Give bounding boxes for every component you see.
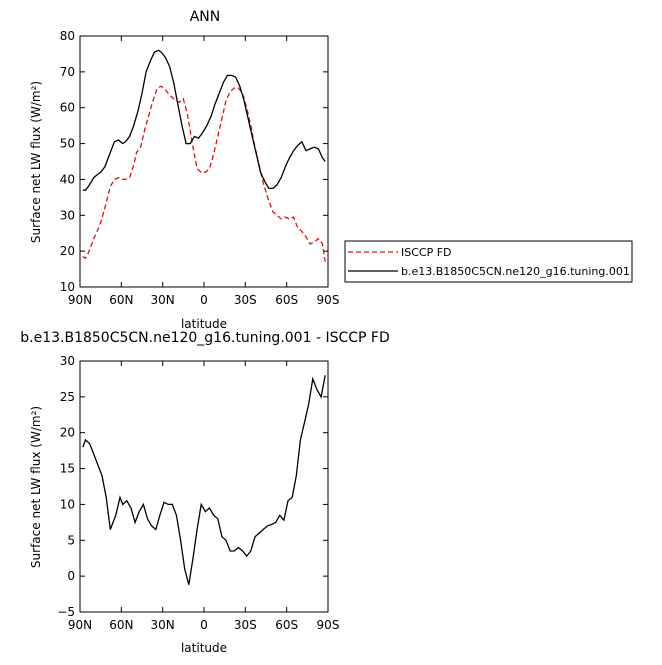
y-tick-label: 50 [60, 137, 75, 151]
series-line-difference [82, 375, 326, 585]
bottom-x-axis-label: latitude [181, 641, 227, 655]
top-y-ticks: 10 20 30 40 50 60 70 80 [60, 29, 328, 294]
x-tick-label: 30N [151, 293, 175, 307]
bottom-plot-frame [79, 360, 329, 613]
y-tick-label: 20 [60, 426, 75, 440]
y-tick-label: −5 [57, 605, 75, 619]
bottom-y-axis-label: Surface net LW flux (W/m²) [29, 406, 43, 568]
y-tick-label: 40 [60, 172, 75, 186]
y-tick-label: 5 [67, 533, 75, 547]
x-tick-label: 30S [234, 618, 257, 632]
y-tick-label: 0 [67, 569, 75, 583]
top-chart: ANN 10 20 30 40 50 60 70 80 90N 60N 30N 0 30S 60S 90S… [29, 9, 633, 331]
series-line-model [82, 49, 326, 191]
x-tick-label: 0 [200, 293, 208, 307]
legend-box [344, 240, 633, 283]
x-tick-label: 60N [109, 618, 133, 632]
x-tick-label: 90S [317, 293, 340, 307]
y-tick-label: 15 [60, 462, 75, 476]
y-tick-label: 20 [60, 244, 75, 258]
top-x-axis-label: latitude [181, 317, 227, 331]
x-tick-label: 90S [317, 618, 340, 632]
x-tick-label: 60N [109, 293, 133, 307]
top-chart-title: ANN [190, 9, 221, 25]
x-tick-label: 90N [68, 293, 92, 307]
y-tick-label: 25 [60, 390, 75, 404]
bottom-y-ticks: −5 0 5 10 15 20 25 30 [57, 354, 328, 619]
series-line-isccp-fd [82, 85, 326, 262]
bottom-chart-title: b.e13.B1850C5CN.ne120_g16.tuning.001 - I… [20, 330, 390, 346]
top-x-ticks: 90N 60N 30N 0 30S 60S 90S [68, 36, 340, 307]
y-tick-label: 10 [60, 497, 75, 511]
x-tick-label: 30N [151, 618, 175, 632]
bottom-chart: b.e13.B1850C5CN.ne120_g16.tuning.001 - I… [20, 330, 390, 655]
x-tick-label: 0 [200, 618, 208, 632]
x-tick-label: 30S [234, 293, 257, 307]
bottom-series-lines [82, 375, 326, 585]
top-plot-frame [79, 35, 329, 288]
top-series-lines [82, 49, 326, 262]
y-tick-label: 60 [60, 101, 75, 115]
y-tick-label: 30 [60, 354, 75, 368]
y-tick-label: 10 [60, 280, 75, 294]
y-tick-label: 30 [60, 208, 75, 222]
x-tick-label: 60S [275, 618, 298, 632]
y-tick-label: 80 [60, 29, 75, 43]
top-y-axis-label: Surface net LW flux (W/m²) [29, 81, 43, 243]
x-tick-label: 60S [275, 293, 298, 307]
bottom-x-ticks: 90N 60N 30N 0 30S 60S 90S [68, 361, 340, 632]
legend: ISCCP FD b.e13.B1850C5CN.ne120_g16.tunin… [344, 240, 633, 283]
y-tick-label: 70 [60, 65, 75, 79]
x-tick-label: 90N [68, 618, 92, 632]
legend-label-model: b.e13.B1850C5CN.ne120_g16.tuning.001 [401, 265, 630, 278]
legend-label-isccp: ISCCP FD [401, 246, 452, 259]
